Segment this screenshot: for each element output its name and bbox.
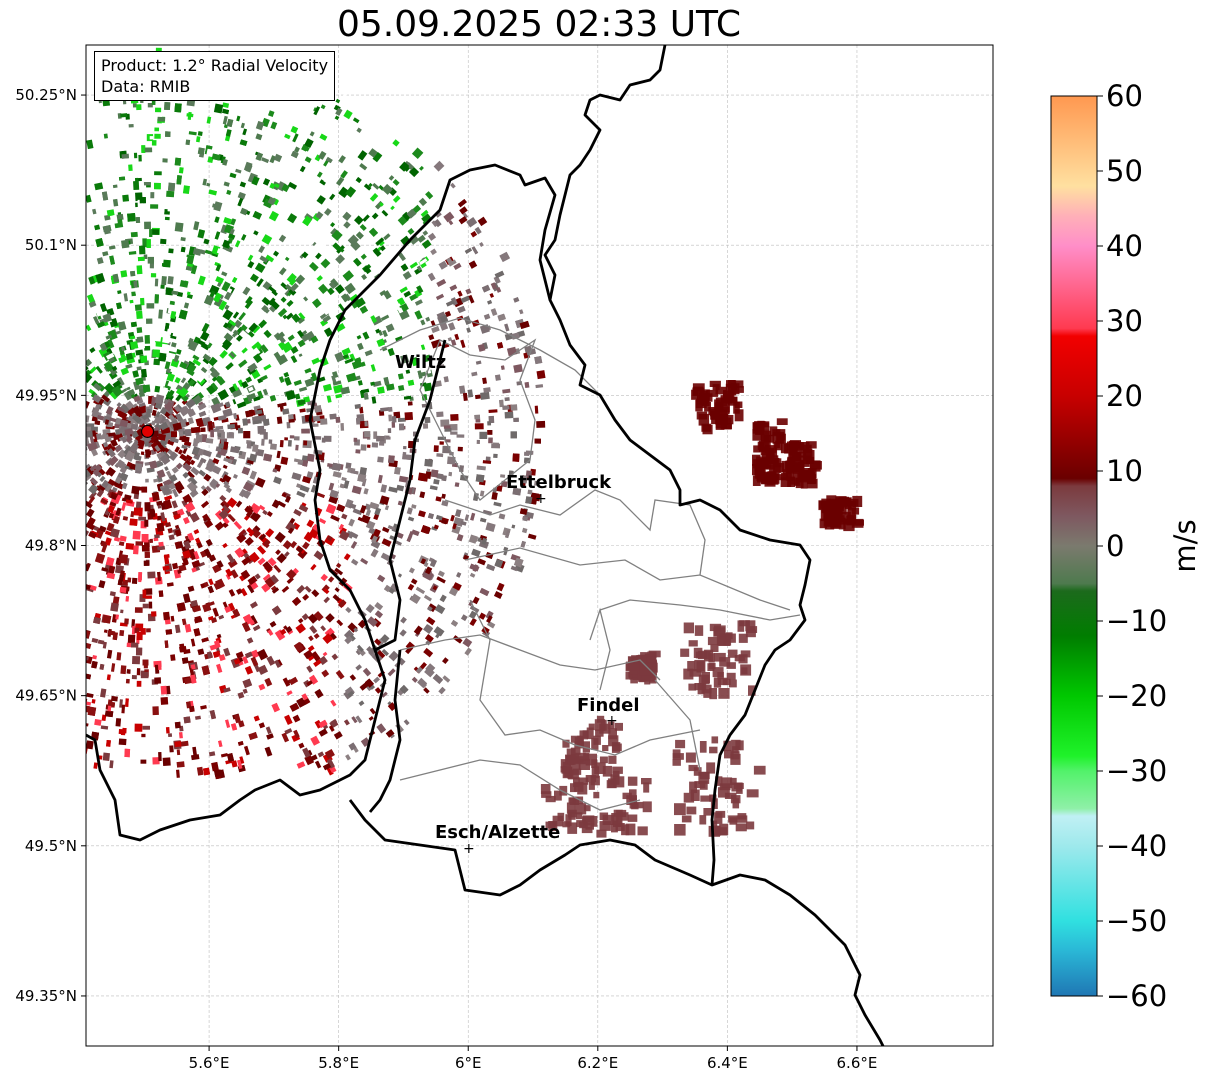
colorbar-gradient-bar — [1050, 95, 1098, 997]
city-esch-alzette: Esch/Alzette + — [435, 822, 560, 857]
city-label-esch-alzette: Esch/Alzette — [435, 822, 560, 843]
city-label-ettelbruck: Ettelbruck — [506, 472, 612, 493]
colorbar-tick-label: 20 — [1106, 379, 1143, 413]
colorbar-tick-label: −60 — [1106, 979, 1167, 1013]
graticule — [86, 45, 993, 1046]
colorbar-tick-label: 10 — [1106, 454, 1143, 488]
x-tick-label: 6.2°E — [577, 1054, 618, 1072]
y-tick-label: 49.95°N — [15, 386, 77, 404]
map-title: 05.09.2025 02:33 UTC — [336, 4, 742, 45]
colorbar-ticks: 60 50 40 30 20 10 0 −10 −20 −30 −40 −50 −60 — [1097, 79, 1167, 1013]
colorbar-tick-label: 40 — [1106, 229, 1143, 263]
colorbar-tick-label: 60 — [1106, 79, 1143, 113]
city-findel: Findel + — [577, 695, 640, 729]
data-source-line: Data: RMIB — [101, 77, 191, 96]
axis-ticks: 5.6°E 5.8°E 6°E 6.2°E 6.4°E 6.6°E 50.25°N 50.1°… — [15, 86, 877, 1072]
city-label-wiltz: Wiltz — [395, 352, 446, 373]
colorbar-unit-label: m/s — [1168, 519, 1202, 572]
x-tick-label: 5.6°E — [189, 1054, 230, 1072]
colorbar-tick-label: −10 — [1106, 604, 1167, 638]
colorbar-tick-label: −20 — [1106, 679, 1167, 713]
city-marker-esch-alzette: + — [463, 841, 475, 857]
city-label-findel: Findel — [577, 695, 640, 716]
radar-site-marker — [140, 424, 155, 438]
colorbar-tick-label: 0 — [1106, 529, 1124, 563]
city-ettelbruck: Ettelbruck + — [506, 472, 612, 507]
x-tick-label: 6°E — [455, 1054, 482, 1072]
y-tick-label: 49.8°N — [25, 537, 77, 555]
radar-echoes — [86, 45, 864, 838]
colorbar-tick-label: −40 — [1106, 829, 1167, 863]
x-tick-label: 5.8°E — [318, 1054, 359, 1072]
city-wiltz: Wiltz — [395, 352, 446, 373]
y-tick-label: 49.5°N — [25, 837, 77, 855]
y-tick-label: 50.25°N — [15, 86, 77, 104]
colorbar-tick-label: 30 — [1106, 304, 1143, 338]
national-borders — [86, 45, 885, 1046]
colorbar-tick-label: −50 — [1106, 904, 1167, 938]
product-info-box: Product: 1.2° Radial Velocity Data: RMIB — [94, 51, 336, 101]
colorbar-tick-label: 50 — [1106, 154, 1143, 188]
colorbar: 60 50 40 30 20 10 0 −10 −20 −30 −40 −50 −60 m/s — [1050, 79, 1202, 1013]
x-tick-label: 6.4°E — [707, 1054, 748, 1072]
city-marker-findel: + — [606, 713, 618, 729]
product-line: Product: 1.2° Radial Velocity — [101, 56, 329, 75]
y-tick-label: 49.35°N — [15, 987, 77, 1005]
y-tick-label: 49.65°N — [15, 687, 77, 705]
colorbar-tick-label: −30 — [1106, 754, 1167, 788]
city-layer: Wiltz Ettelbruck + Findel + Esch/Alzette… — [395, 352, 640, 857]
city-marker-ettelbruck: + — [535, 491, 547, 507]
y-tick-label: 50.1°N — [25, 236, 77, 254]
x-tick-label: 6.6°E — [837, 1054, 878, 1072]
canton-boundaries — [379, 317, 801, 811]
